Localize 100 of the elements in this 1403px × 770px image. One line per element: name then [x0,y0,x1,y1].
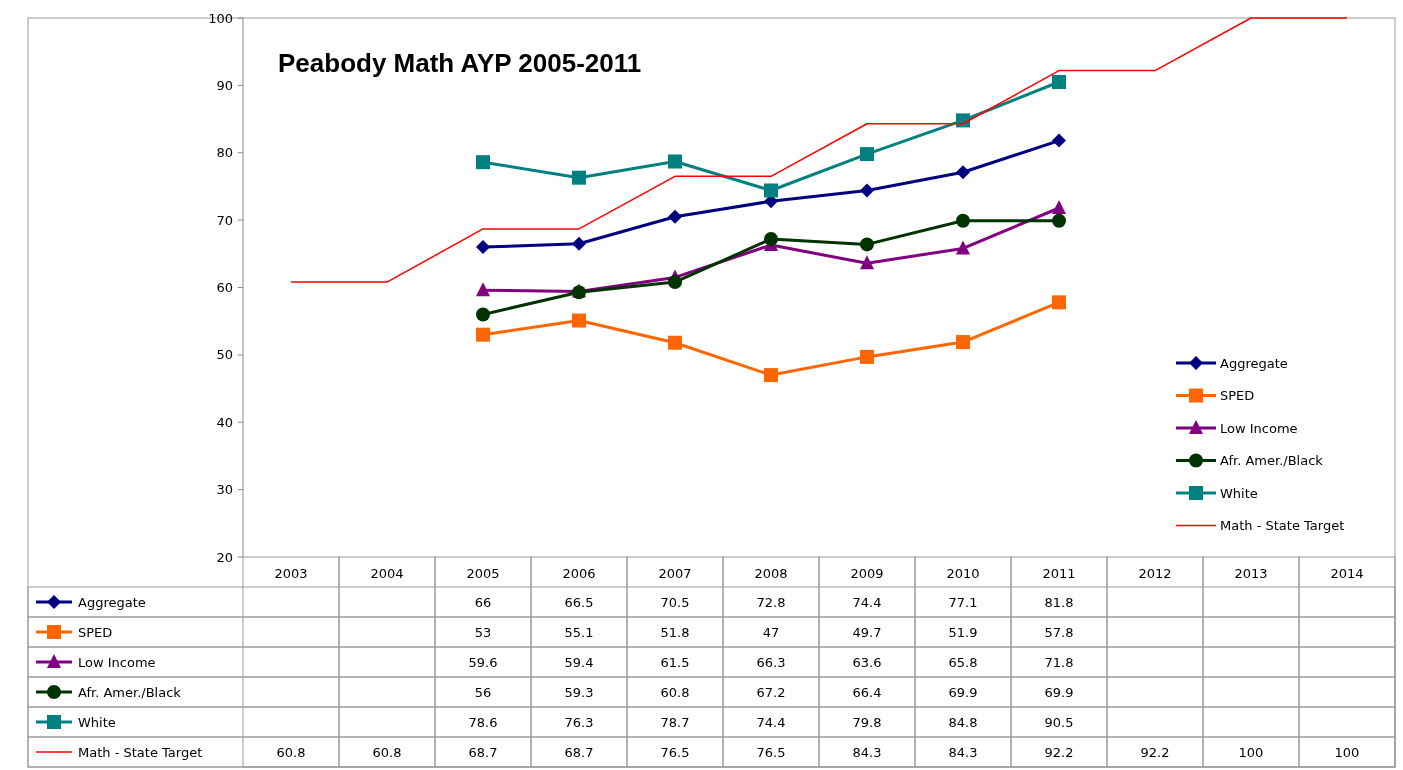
point [764,183,778,198]
text: SPED [78,624,113,640]
data-label: 76.5 [660,744,690,760]
data-label: 76.3 [564,714,594,730]
y-tick-label: 30 [216,482,233,498]
data-label: 57.8 [1044,624,1074,640]
point [860,237,874,252]
point [764,231,778,246]
point [572,313,586,328]
data-label: 84.8 [948,714,978,730]
text: White [78,714,116,730]
data-label: 55.1 [564,624,594,640]
point [956,213,970,228]
data-label: 78.7 [660,714,690,730]
data-label: 90.5 [1044,714,1074,730]
legend-label: Aggregate [1220,355,1288,371]
x-tick-label: 2004 [370,565,404,581]
data-label: 84.3 [852,744,882,760]
data-label: 60.8 [660,684,690,700]
point [476,307,490,322]
legend-label: Math - State Target [1220,518,1345,534]
point [572,170,586,185]
point [476,240,490,255]
x-tick-label: 2010 [946,565,980,581]
text: Aggregate [78,594,146,610]
text: Peabody Math AYP 2005-2011 [278,48,642,78]
legend-label: White [1220,485,1258,501]
point [956,165,970,180]
data-label: 53 [474,624,492,640]
data-label: 69.9 [948,684,978,700]
y-tick-label: 20 [216,549,233,565]
data-label: 59.6 [468,654,498,670]
data-label: 68.7 [564,744,594,760]
point [668,209,682,224]
point [1052,200,1066,214]
x-tick-label: 2009 [850,565,884,581]
point [860,255,874,270]
data-label: 92.2 [1140,744,1170,760]
y-tick-label: 70 [216,212,233,228]
point [476,327,490,342]
data-label: 49.7 [852,624,882,640]
point [956,240,970,255]
legend-label: SPED [1220,388,1255,404]
data-label: 76.5 [756,744,786,760]
point [1052,75,1066,90]
point [1052,295,1066,310]
data-label: 78.6 [468,714,498,730]
data-label: 71.8 [1044,654,1074,670]
point [860,183,874,198]
x-tick-label: 2006 [562,565,596,581]
data-label: 74.4 [852,594,882,610]
data-label: 66.5 [564,594,594,610]
y-tick-label: 50 [216,347,233,363]
data-label: 47 [762,624,780,640]
data-label: 61.5 [660,654,690,670]
point [860,349,874,364]
point [860,147,874,162]
data-label: 51.8 [660,624,690,640]
point [668,154,682,169]
y-tick-label: 60 [216,280,233,296]
data-label: 66.3 [756,654,786,670]
x-tick-label: 2003 [274,565,308,581]
point [1052,133,1066,148]
y-tick-label: 40 [216,414,233,430]
data-label: 60.8 [276,744,306,760]
data-label: 100 [1334,744,1360,760]
x-tick-label: 2011 [1042,565,1076,581]
data-label: 56 [474,684,492,700]
data-label: 84.3 [948,744,978,760]
text: Afr. Amer./Black [78,684,181,700]
data-label: 77.1 [948,594,978,610]
legend-label: Afr. Amer./Black [1220,453,1324,469]
data-label: 100 [1238,744,1264,760]
x-tick-label: 2014 [1330,565,1364,581]
data-label: 72.8 [756,594,786,610]
x-tick-label: 2013 [1234,565,1268,581]
data-label: 63.6 [852,654,882,670]
point [476,282,490,297]
point [668,335,682,350]
text: Low Income [78,654,156,670]
data-label: 70.5 [660,594,690,610]
legend-label: Low Income [1220,420,1298,436]
y-tick-label: 100 [208,10,233,26]
point [572,236,586,251]
data-label: 66 [474,594,492,610]
point [764,368,778,383]
data-label: 59.4 [564,654,594,670]
text: Math - State Target [78,744,203,760]
data-label: 74.4 [756,714,786,730]
x-tick-label: 2007 [658,565,692,581]
point [1052,213,1066,228]
data-label: 79.8 [852,714,882,730]
y-tick-label: 90 [216,77,233,93]
data-label: 68.7 [468,744,498,760]
data-label: 67.2 [756,684,786,700]
x-tick-label: 2012 [1138,565,1172,581]
data-label: 60.8 [372,744,402,760]
data-label: 92.2 [1044,744,1074,760]
data-label: 69.9 [1044,684,1074,700]
data-label: 81.8 [1044,594,1074,610]
